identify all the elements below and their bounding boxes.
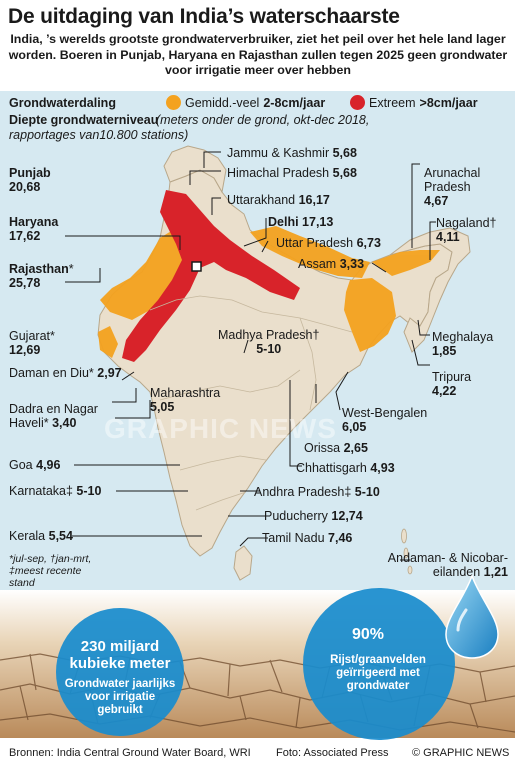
footer-copyright: © GRAPHIC NEWS <box>412 747 509 759</box>
label-west-bengalen: West-Bengalen 6,05 <box>342 406 432 434</box>
label-rajasthan: Rajasthan* 25,78 <box>9 262 74 290</box>
label-haryana: Haryana 17,62 <box>9 215 58 243</box>
sri-lanka <box>234 546 252 580</box>
label-madhya-pradesh: Madhya Pradesh† 5-10 <box>218 328 319 356</box>
footer-sources: Bronnen: India Central Ground Water Boar… <box>9 747 251 759</box>
label-tripura: Tripura 4,22 <box>432 370 471 398</box>
watermark: GRAPHIC NEWS <box>104 413 337 445</box>
water-drop-icon <box>440 574 504 660</box>
stat-left-circle: 230 miljard kubieke meter Grondwater jaa… <box>56 608 184 736</box>
label-assam: Assam 3,33 <box>298 257 364 271</box>
label-daman-diu: Daman en Diu* 2,97 <box>9 366 122 380</box>
label-karnataka: Karnataka‡ 5-10 <box>9 484 101 498</box>
label-jammu-kashmir: Jammu & Kashmir 5,68 <box>227 146 357 160</box>
label-uttarakhand: Uttarakhand 16,17 <box>227 193 330 207</box>
stat-right-big: 90% <box>303 626 433 644</box>
label-maharashtra: Maharashtra 5,05 <box>150 386 220 414</box>
stat-right-circle: 90% Rijst/graanvelden geïrrigeerd met gr… <box>303 588 455 740</box>
label-gujarat: Gujarat* 12,69 <box>9 329 55 357</box>
stat-left-big: 230 miljard kubieke meter <box>56 638 184 672</box>
label-punjab: Punjab 20,68 <box>9 166 51 194</box>
footer-photo-credit: Foto: Associated Press <box>276 747 389 759</box>
label-tamil-nadu: Tamil Nadu 7,46 <box>262 531 352 545</box>
label-uttar-pradesh: Uttar Pradesh 6,73 <box>276 236 381 250</box>
label-kerala: Kerala 5,54 <box>9 529 73 543</box>
label-puducherry: Puducherry 12,74 <box>264 509 363 523</box>
delhi-marker <box>192 262 201 271</box>
footer: Bronnen: India Central Ground Water Boar… <box>0 740 515 765</box>
label-andhra-pradesh: Andhra Pradesh‡ 5-10 <box>254 485 380 499</box>
label-arunachal-pradesh: Arunachal Pradesh 4,67 <box>424 166 504 208</box>
label-delhi: Delhi 17,13 <box>268 215 333 229</box>
stat-left-small: Grondwater jaarlijks voor irrigatie gebr… <box>64 678 176 717</box>
label-nagaland: Nagaland† 4,11 <box>436 216 496 244</box>
label-himachal-pradesh: Himachal Pradesh 5,68 <box>227 166 357 180</box>
label-goa: Goa 4,96 <box>9 458 60 472</box>
stat-right-small: Rijst/graanvelden geïrrigeerd met grondw… <box>323 654 433 693</box>
label-chhattisgarh: Chhattisgarh 4,93 <box>296 461 395 475</box>
label-meghalaya: Meghalaya 1,85 <box>432 330 493 358</box>
label-dadra-nagar-haveli: Dadra en Nagar Haveli* 3,40 <box>9 402 119 430</box>
